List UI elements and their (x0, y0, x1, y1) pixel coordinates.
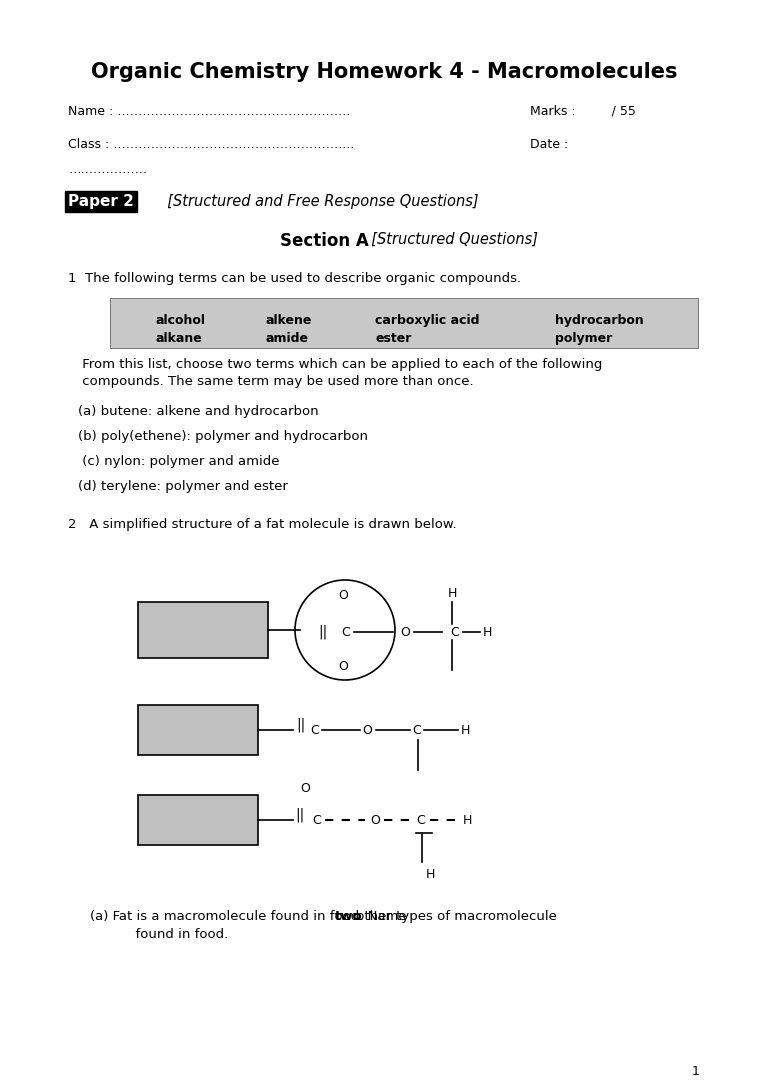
Text: alkane: alkane (155, 332, 202, 345)
Bar (138, 795, 258, 845)
Text: H: H (461, 724, 470, 737)
Text: O: O (338, 589, 348, 602)
Text: ||: || (296, 717, 305, 733)
Text: ester: ester (375, 332, 412, 345)
Text: two: two (334, 910, 362, 923)
Text: O: O (362, 724, 372, 737)
Text: (c) nylon: polymer and amide: (c) nylon: polymer and amide (78, 455, 280, 468)
Text: O: O (400, 625, 410, 638)
Text: (b) poly(ethene): polymer and hydrocarbon: (b) poly(ethene): polymer and hydrocarbo… (78, 430, 368, 443)
Text: From this list, choose two terms which can be applied to each of the following: From this list, choose two terms which c… (78, 358, 602, 371)
Text: H: H (463, 813, 472, 826)
Text: Section A: Section A (280, 232, 369, 250)
Text: ||: || (295, 808, 304, 822)
Text: Name : ………………………………………………..: Name : ……………………………………………….. (68, 105, 350, 118)
Text: H: H (483, 625, 492, 638)
Text: hydrocarbon: hydrocarbon (555, 314, 644, 327)
Text: alcohol: alcohol (155, 314, 205, 327)
Text: C: C (416, 813, 425, 826)
Text: Paper 2: Paper 2 (68, 193, 134, 209)
Text: ……………….: ………………. (68, 163, 147, 176)
Text: C: C (412, 724, 421, 737)
Text: C: C (450, 625, 458, 638)
Text: other types of macromolecule: other types of macromolecule (353, 910, 558, 923)
Text: polymer: polymer (555, 332, 612, 345)
Text: Date :: Date : (530, 138, 568, 151)
Text: H: H (447, 587, 457, 600)
Bar (138, 602, 268, 658)
Text: alkene: alkene (265, 314, 311, 327)
Text: O: O (338, 660, 348, 673)
Text: (d) terylene: polymer and ester: (d) terylene: polymer and ester (78, 480, 288, 493)
Text: C: C (341, 625, 349, 638)
Text: Organic Chemistry Homework 4 - Macromolecules: Organic Chemistry Homework 4 - Macromole… (91, 62, 677, 82)
Text: amide: amide (265, 332, 308, 345)
Text: Class : ………………………………………………....: Class : ……………………………………………….... (68, 138, 354, 151)
Text: compounds. The same term may be used more than once.: compounds. The same term may be used mor… (78, 375, 474, 388)
Text: H: H (426, 869, 435, 880)
Text: 1: 1 (692, 1065, 700, 1078)
Text: [Structured and Free Response Questions]: [Structured and Free Response Questions] (158, 193, 478, 209)
Text: O: O (300, 782, 310, 795)
Text: Marks :         / 55: Marks : / 55 (530, 105, 636, 118)
Bar (138, 705, 258, 755)
Text: 1  The following terms can be used to describe organic compounds.: 1 The following terms can be used to des… (68, 272, 521, 285)
Text: C: C (310, 724, 319, 737)
Text: (a) butene: alkene and hydrocarbon: (a) butene: alkene and hydrocarbon (78, 405, 319, 418)
Text: found in food.: found in food. (110, 928, 228, 941)
Text: [Structured Questions]: [Structured Questions] (362, 232, 538, 247)
Text: C: C (312, 813, 321, 826)
Bar (110, 298, 698, 348)
Text: (a) Fat is a macromolecule found in food. Name: (a) Fat is a macromolecule found in food… (90, 910, 411, 923)
Text: 2   A simplified structure of a fat molecule is drawn below.: 2 A simplified structure of a fat molecu… (68, 518, 457, 532)
Text: O: O (370, 813, 380, 826)
Text: carboxylic acid: carboxylic acid (375, 314, 479, 327)
Text: ||: || (319, 625, 328, 639)
